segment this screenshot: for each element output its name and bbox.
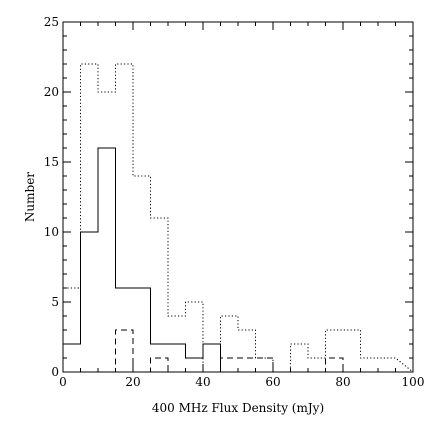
y-tick-label: 5	[51, 295, 59, 309]
histogram-series-dashed	[63, 329, 413, 373]
tick-label-layer: 0 20 40 60 80 100 0 5 10 15 20 25	[44, 15, 425, 389]
y-tick-label: 15	[44, 155, 59, 169]
series-layer	[62, 63, 414, 373]
tick-layer	[62, 21, 414, 373]
x-tick-label: 100	[402, 375, 425, 389]
plot-frame	[62, 21, 414, 373]
y-tick-label: 25	[44, 15, 59, 29]
x-tick-label: 20	[125, 375, 140, 389]
x-tick-label: 80	[335, 375, 350, 389]
x-tick-label: 0	[59, 375, 67, 389]
x-axis-label: 400 MHz Flux Density (mJy)	[152, 401, 324, 415]
y-axis-label: Number	[23, 172, 37, 222]
histogram-series-solid	[62, 147, 413, 373]
y-tick-label: 0	[51, 365, 59, 379]
y-tick-label: 10	[44, 225, 59, 239]
x-tick-label: 60	[265, 375, 280, 389]
x-tick-label: 40	[195, 375, 210, 389]
y-tick-label: 20	[44, 85, 59, 99]
histogram-series-dotted	[62, 63, 414, 373]
